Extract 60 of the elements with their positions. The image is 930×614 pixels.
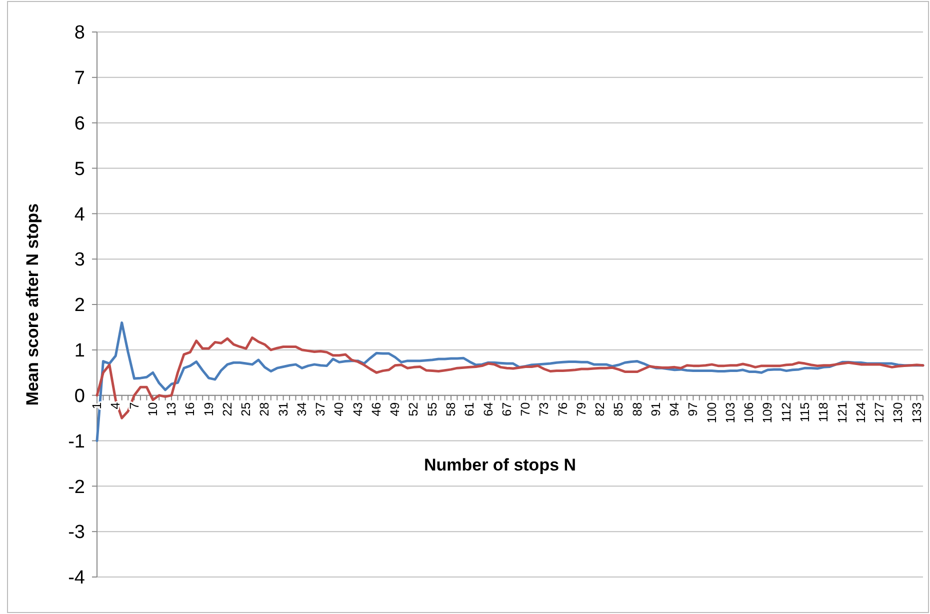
x-tick-label: 70: [518, 402, 533, 416]
y-tick-label: -4: [68, 568, 86, 589]
x-tick-label: 58: [444, 402, 458, 416]
x-tick-label: 34: [294, 402, 309, 416]
y-tick-label: 6: [74, 113, 85, 134]
x-tick-label: 22: [220, 402, 234, 416]
y-tick-label: -3: [68, 522, 85, 544]
x-tick-label: 13: [164, 402, 179, 416]
x-tick-label: 109: [760, 402, 775, 424]
y-tick-label: 2: [74, 295, 85, 316]
x-tick-label: 4: [108, 402, 123, 410]
x-tick-label: 1: [90, 402, 104, 410]
x-tick-label: 106: [742, 402, 756, 424]
x-tick-label: 79: [574, 402, 588, 416]
x-tick-label: 76: [556, 402, 570, 416]
x-tick-label: 94: [668, 402, 682, 416]
x-tick-label: 37: [314, 402, 328, 416]
x-tick-label: 28: [258, 402, 272, 416]
y-tick-label: 3: [74, 250, 85, 271]
x-tick-label: 124: [854, 402, 868, 424]
x-tick-label: 127: [872, 402, 887, 424]
x-tick-label: 19: [202, 402, 216, 416]
x-tick-label: 43: [350, 402, 365, 416]
x-tick-label: 112: [779, 402, 794, 422]
x-tick-label: 130: [891, 402, 906, 424]
x-tick-label: 49: [388, 402, 402, 416]
x-tick-label: 118: [816, 402, 831, 422]
y-tick-label: 5: [74, 158, 85, 180]
y-tick-label: 8: [74, 22, 85, 44]
x-tick-label: 55: [425, 402, 440, 416]
x-tick-label: 85: [612, 402, 626, 416]
x-tick-label: 67: [500, 402, 514, 416]
x-tick-label: 16: [183, 402, 198, 416]
y-tick-label: 1: [74, 340, 85, 362]
y-tick-label: -2: [68, 476, 85, 498]
x-tick-label: 82: [593, 402, 608, 416]
x-tick-label: 61: [462, 402, 477, 416]
x-tick-label: 40: [332, 402, 346, 416]
y-tick-label: 7: [74, 68, 85, 90]
x-tick-label: 97: [686, 402, 700, 416]
x-tick-label: 7: [127, 402, 142, 410]
x-tick-label: 31: [276, 402, 290, 416]
x-tick-label: 103: [723, 402, 738, 424]
x-tick-label: 121: [835, 402, 850, 424]
x-tick-label: 25: [239, 402, 254, 416]
x-tick-label: 100: [704, 402, 719, 424]
x-tick-label: 91: [648, 402, 663, 416]
x-tick-label: 64: [481, 402, 496, 416]
y-axis-title: Mean score after N stops: [23, 203, 42, 406]
x-tick-label: 46: [369, 402, 384, 416]
x-tick-label: 10: [146, 402, 160, 416]
y-tick-label: 0: [74, 386, 85, 407]
x-tick-label: 52: [406, 402, 421, 416]
y-tick-label: 4: [74, 204, 86, 226]
y-tick-label: -1: [68, 431, 85, 452]
x-tick-label: 115: [798, 402, 812, 422]
x-tick-label: 133: [910, 402, 924, 424]
x-tick-label: 73: [537, 402, 552, 416]
x-tick-label: 88: [630, 402, 644, 416]
x-axis-title: Number of stops N: [424, 455, 576, 474]
